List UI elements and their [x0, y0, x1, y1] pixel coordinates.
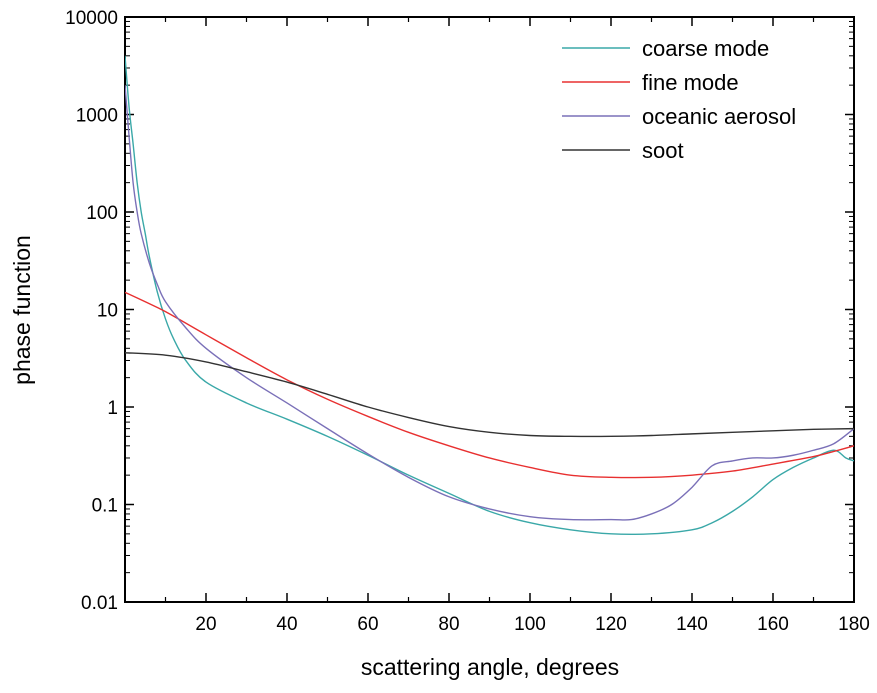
x-tick-label: 180: [838, 614, 870, 635]
series-lines: [125, 55, 854, 536]
legend-label-fine-mode: fine mode: [642, 70, 739, 95]
x-tick-label: 60: [357, 614, 378, 635]
x-tick-label: 100: [514, 614, 546, 635]
y-tick-label: 1: [107, 398, 118, 419]
x-tick-labels: 20 40 60 80 100 120 140 160 180: [195, 614, 869, 635]
x-tick-label: 20: [195, 614, 216, 635]
series-line-coarse-mode: [125, 55, 854, 536]
y-tick-label: 1000: [76, 106, 118, 127]
legend: coarse mode fine mode oceanic aerosol soot: [562, 36, 796, 163]
legend-label-oceanic-aerosol: oceanic aerosol: [642, 104, 796, 129]
x-tick-label: 80: [438, 614, 459, 635]
y-tick-label: 10000: [65, 8, 118, 29]
x-tick-label: 160: [757, 614, 789, 635]
x-tick-label: 40: [276, 614, 297, 635]
x-tick-label: 140: [676, 614, 708, 635]
y-tick-label: 10: [97, 301, 118, 322]
y-tick-label: 0.01: [81, 593, 118, 614]
legend-label-coarse-mode: coarse mode: [642, 36, 769, 61]
x-tick-label: 120: [595, 614, 627, 635]
axis-ticks: [125, 16, 855, 603]
y-tick-labels: 0.01 0.1 1 10 100 1000 10000: [65, 8, 118, 614]
y-axis-title: phase function: [9, 235, 35, 385]
series-line-fine-mode: [125, 291, 854, 479]
y-tick-label: 100: [86, 203, 118, 224]
legend-label-soot: soot: [642, 138, 684, 163]
x-axis-title: scattering angle, degrees: [361, 654, 619, 680]
series-line-soot: [125, 352, 854, 438]
y-tick-label: 0.1: [92, 496, 118, 517]
series-line-oceanic-aerosol: [125, 85, 854, 521]
